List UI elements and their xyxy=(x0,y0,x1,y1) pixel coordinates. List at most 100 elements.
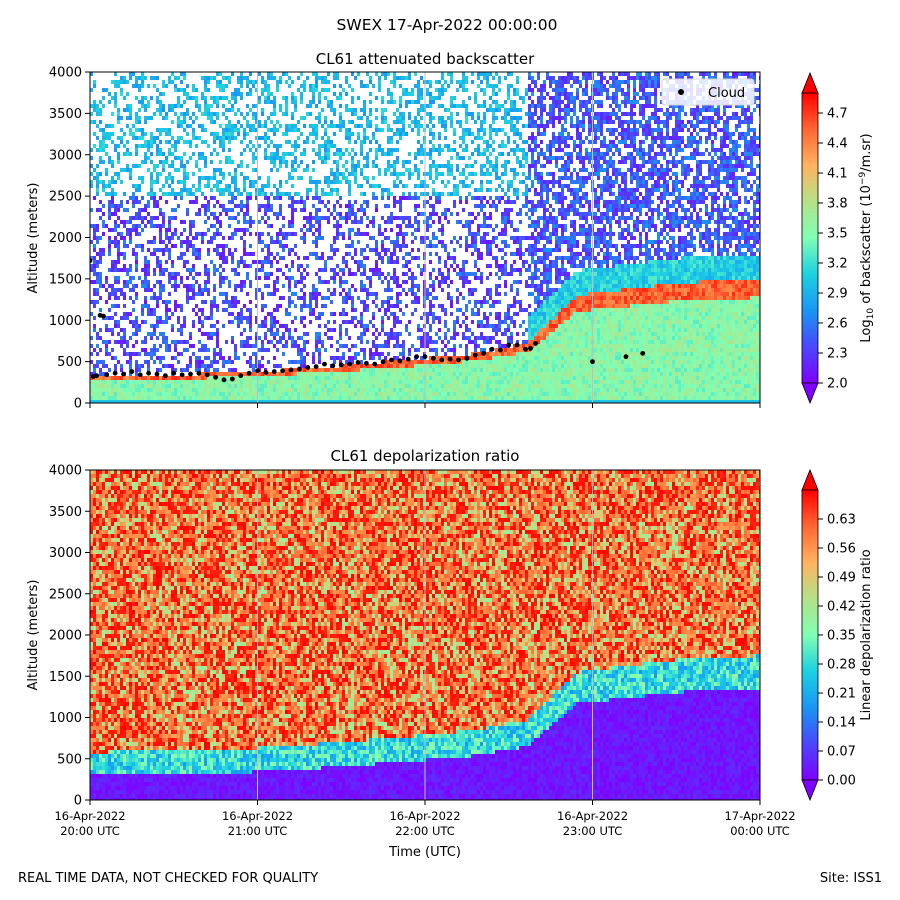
backscatter-y-tick-label: 3500 xyxy=(49,107,82,122)
time-axis-label: Time (UTC) xyxy=(388,845,461,860)
cloud-base-point xyxy=(229,376,235,382)
depolarization-colorbar-gradient xyxy=(801,489,819,781)
depolarization-y-tick-label: 1000 xyxy=(49,711,82,726)
cloud-base-point xyxy=(296,366,302,372)
backscatter-y-tick-label: 1500 xyxy=(49,272,82,287)
time-tick-time: 00:00 UTC xyxy=(730,824,790,838)
backscatter-x-axis xyxy=(89,403,761,408)
cloud-base-point xyxy=(506,342,512,348)
backscatter-colorbar-tick-label: 2.0 xyxy=(827,377,848,392)
depolarization-colorbar-tick-label: 0.00 xyxy=(827,774,856,789)
time-tick-time: 23:00 UTC xyxy=(563,824,623,838)
depolarization-colorbar-tick-label: 0.14 xyxy=(827,716,856,731)
depolarization-colorbar-tick-label: 0.21 xyxy=(827,687,856,702)
cloud-base-point xyxy=(533,341,538,346)
cloud-base-point xyxy=(305,365,311,370)
cloud-base-point xyxy=(221,377,227,383)
backscatter-heatmap xyxy=(90,72,760,403)
legend-label-cloud: Cloud xyxy=(708,86,745,101)
cloud-base-point xyxy=(204,372,210,378)
time-tick-date: 16-Apr-2022 xyxy=(389,809,460,823)
depolarization-colorbar-tick-label: 0.63 xyxy=(827,513,856,528)
cloud-base-point xyxy=(380,359,386,365)
cloud-base-point xyxy=(101,313,106,319)
cloud-base-point xyxy=(355,360,361,365)
depolarization-colorbar-tick-label: 0.56 xyxy=(827,542,856,557)
depolarization-y-tick-label: 0 xyxy=(74,794,82,809)
depolarization-y-tick-label: 500 xyxy=(57,752,82,767)
backscatter-y-tick-label: 4000 xyxy=(49,66,82,81)
depolarization-panel-title: CL61 depolarization ratio xyxy=(331,447,520,465)
backscatter-y-tick-label: 0 xyxy=(74,397,82,412)
cloud-base-point xyxy=(129,369,135,374)
backscatter-colorbar-tick-label: 4.4 xyxy=(827,137,848,152)
depolarization-y-tick-label: 1500 xyxy=(49,670,82,685)
cloud-base-point xyxy=(389,357,394,363)
cloud-base-point xyxy=(523,346,528,352)
cloud-base-point xyxy=(255,368,260,374)
cloud-base-point xyxy=(338,362,344,368)
cloud-base-point xyxy=(188,371,193,377)
cloud-base-point xyxy=(472,352,478,358)
cloud-base-point xyxy=(464,355,470,361)
cloud-base-point xyxy=(414,354,420,360)
time-tick-date: 16-Apr-2022 xyxy=(222,809,293,823)
colorbar-top-extend xyxy=(801,71,819,94)
time-tick-date: 16-Apr-2022 xyxy=(557,809,628,823)
cloud-base-point xyxy=(94,373,100,379)
time-tick-time: 22:00 UTC xyxy=(395,824,455,838)
depolarization-colorbar-tick-label: 0.07 xyxy=(827,745,856,760)
cloud-base-point xyxy=(489,346,495,352)
cloud-base-point xyxy=(171,370,177,376)
cloud-marker-icon xyxy=(678,89,684,95)
cloud-base-point xyxy=(590,359,595,365)
backscatter-y-axis: 0 500 1000 1500 2000 2500 3000 3500 4000 xyxy=(49,66,90,412)
backscatter-y-tick-label: 2000 xyxy=(49,231,82,246)
depolarization-colorbar-tick-label: 0.28 xyxy=(827,658,856,673)
backscatter-panel-title: CL61 attenuated backscatter xyxy=(316,50,535,68)
depolarization-y-tick-label: 4000 xyxy=(49,464,82,479)
colorbar-top-extend xyxy=(801,468,819,491)
depolarization-y-axis: 0 500 1000 1500 2000 2500 3000 3500 4000 xyxy=(49,464,90,809)
colorbar-bottom-extend xyxy=(801,382,819,405)
cloud-base-point xyxy=(288,367,294,373)
depolarization-colorbar-tick-label: 0.35 xyxy=(827,629,856,644)
cloud-base-point xyxy=(313,364,319,369)
depolarization-colorbar-label: Linear depolarization ratio xyxy=(859,549,874,720)
cloud-base-point xyxy=(263,369,269,375)
cloud-base-point xyxy=(271,369,277,374)
cloud-base-point xyxy=(213,374,219,380)
depolarization-y-tick-label: 3000 xyxy=(49,546,82,561)
cloud-base-point xyxy=(162,373,168,379)
depolarization-colorbar-tick-label: 0.42 xyxy=(827,600,856,615)
cloud-base-point xyxy=(104,372,110,378)
cloud-base-point xyxy=(330,363,336,369)
cloud-base-point xyxy=(430,355,436,361)
cloud-base-point xyxy=(238,373,244,379)
backscatter-colorbar-tick-label: 4.1 xyxy=(827,167,848,182)
depolarization-heatmap xyxy=(90,470,760,800)
cloud-base-point xyxy=(196,370,202,376)
cloud-base-point xyxy=(363,360,369,366)
backscatter-colorbar-tick-label: 2.6 xyxy=(827,317,848,332)
cloud-base-point xyxy=(528,345,533,351)
backscatter-colorbar-tick-label: 2.3 xyxy=(827,347,848,362)
cloud-base-point xyxy=(146,370,152,376)
backscatter-colorbar-tick-label: 3.2 xyxy=(827,257,848,272)
cloud-base-point xyxy=(623,354,629,360)
cloud-base-point xyxy=(481,350,487,356)
backscatter-y-axis-label: Altitude (meters) xyxy=(26,183,41,294)
cloud-base-point xyxy=(112,370,118,376)
quality-disclaimer: REAL TIME DATA, NOT CHECKED FOR QUALITY xyxy=(18,871,318,886)
backscatter-colorbar: 2.0 2.3 2.6 2.9 3.2 3.5 3.8 4.1 4.4 4.7 Log10 of … xyxy=(801,71,876,405)
backscatter-colorbar-tick-label: 3.8 xyxy=(827,197,848,212)
cloud-base-point xyxy=(397,358,403,364)
cloud-base-point xyxy=(405,356,411,362)
time-tick-date: 17-Apr-2022 xyxy=(724,809,795,823)
colorbar-bottom-extend xyxy=(801,779,819,802)
backscatter-y-tick-label: 1000 xyxy=(49,314,82,329)
cloud-base-point xyxy=(347,361,353,367)
cloud-base-point xyxy=(422,354,428,360)
depolarization-y-tick-label: 2500 xyxy=(49,587,82,602)
